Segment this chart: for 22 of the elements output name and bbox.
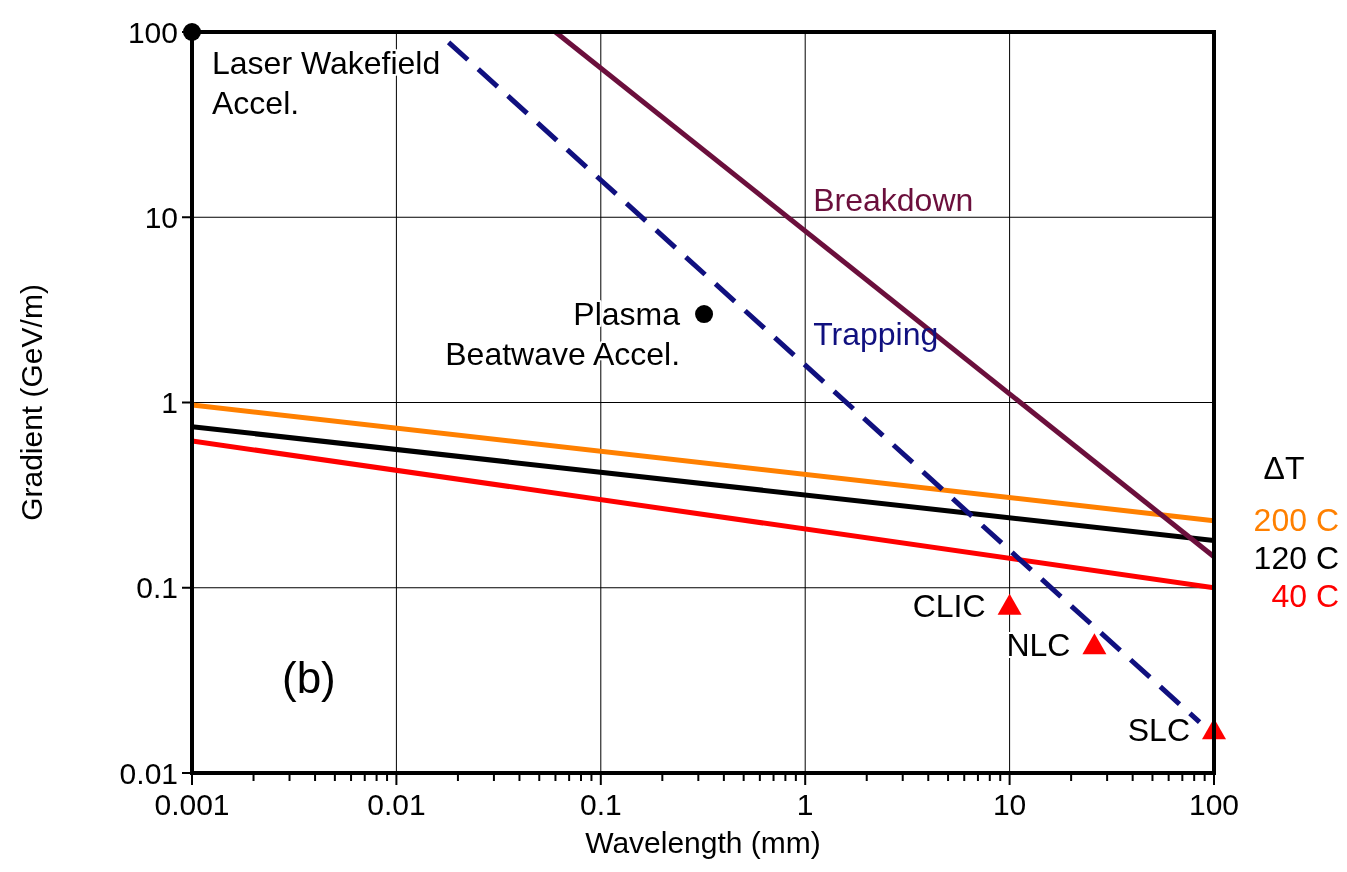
series-label: Breakdown bbox=[813, 182, 974, 219]
y-axis-title: Gradient (GeV/m) bbox=[15, 284, 48, 521]
series-label: 200 C bbox=[1253, 501, 1339, 538]
series-label: 120 C bbox=[1253, 539, 1339, 576]
y-tick-label: 1 bbox=[161, 386, 178, 419]
annotation: CLIC bbox=[912, 587, 986, 624]
x-axis-title: Wavelength (mm) bbox=[585, 826, 821, 859]
y-tick-label: 0.1 bbox=[136, 571, 178, 605]
x-tick-label: 0.1 bbox=[579, 788, 622, 821]
legend-title: ΔT bbox=[1263, 449, 1305, 486]
x-tick-label: 1 bbox=[796, 788, 814, 821]
annotation: SLC bbox=[1127, 712, 1190, 749]
series-label: 40 C bbox=[1271, 577, 1339, 614]
x-tick-label: 0.001 bbox=[154, 788, 230, 821]
annotation: (b) bbox=[282, 653, 336, 702]
y-tick-label: 100 bbox=[127, 15, 178, 49]
series-label: Trapping bbox=[813, 316, 939, 353]
x-tick-label: 0.01 bbox=[367, 788, 426, 821]
y-tick-label: 0.01 bbox=[119, 756, 178, 790]
x-tick-label: 100 bbox=[1188, 788, 1240, 821]
x-tick-label: 10 bbox=[992, 788, 1027, 821]
y-tick-label: 10 bbox=[144, 200, 178, 234]
